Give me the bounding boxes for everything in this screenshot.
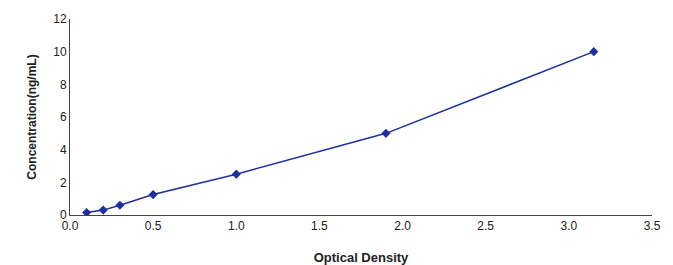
svg-text:0.0: 0.0 [62, 219, 79, 233]
svg-text:1.0: 1.0 [228, 219, 245, 233]
svg-text:4: 4 [60, 143, 67, 157]
svg-text:1.5: 1.5 [311, 219, 328, 233]
svg-text:2.5: 2.5 [477, 219, 494, 233]
svg-text:Optical Density: Optical Density [314, 250, 409, 265]
svg-text:3.0: 3.0 [561, 219, 578, 233]
svg-text:6: 6 [60, 110, 67, 124]
svg-text:2: 2 [60, 176, 67, 190]
svg-text:8: 8 [60, 78, 67, 92]
svg-text:0.5: 0.5 [145, 219, 162, 233]
svg-text:0: 0 [60, 208, 67, 222]
svg-text:10: 10 [53, 45, 67, 59]
svg-text:2.0: 2.0 [394, 219, 411, 233]
svg-text:3.5: 3.5 [644, 219, 661, 233]
svg-text:Concentration(ng/mL): Concentration(ng/mL) [25, 54, 39, 179]
svg-text:12: 12 [53, 12, 67, 26]
